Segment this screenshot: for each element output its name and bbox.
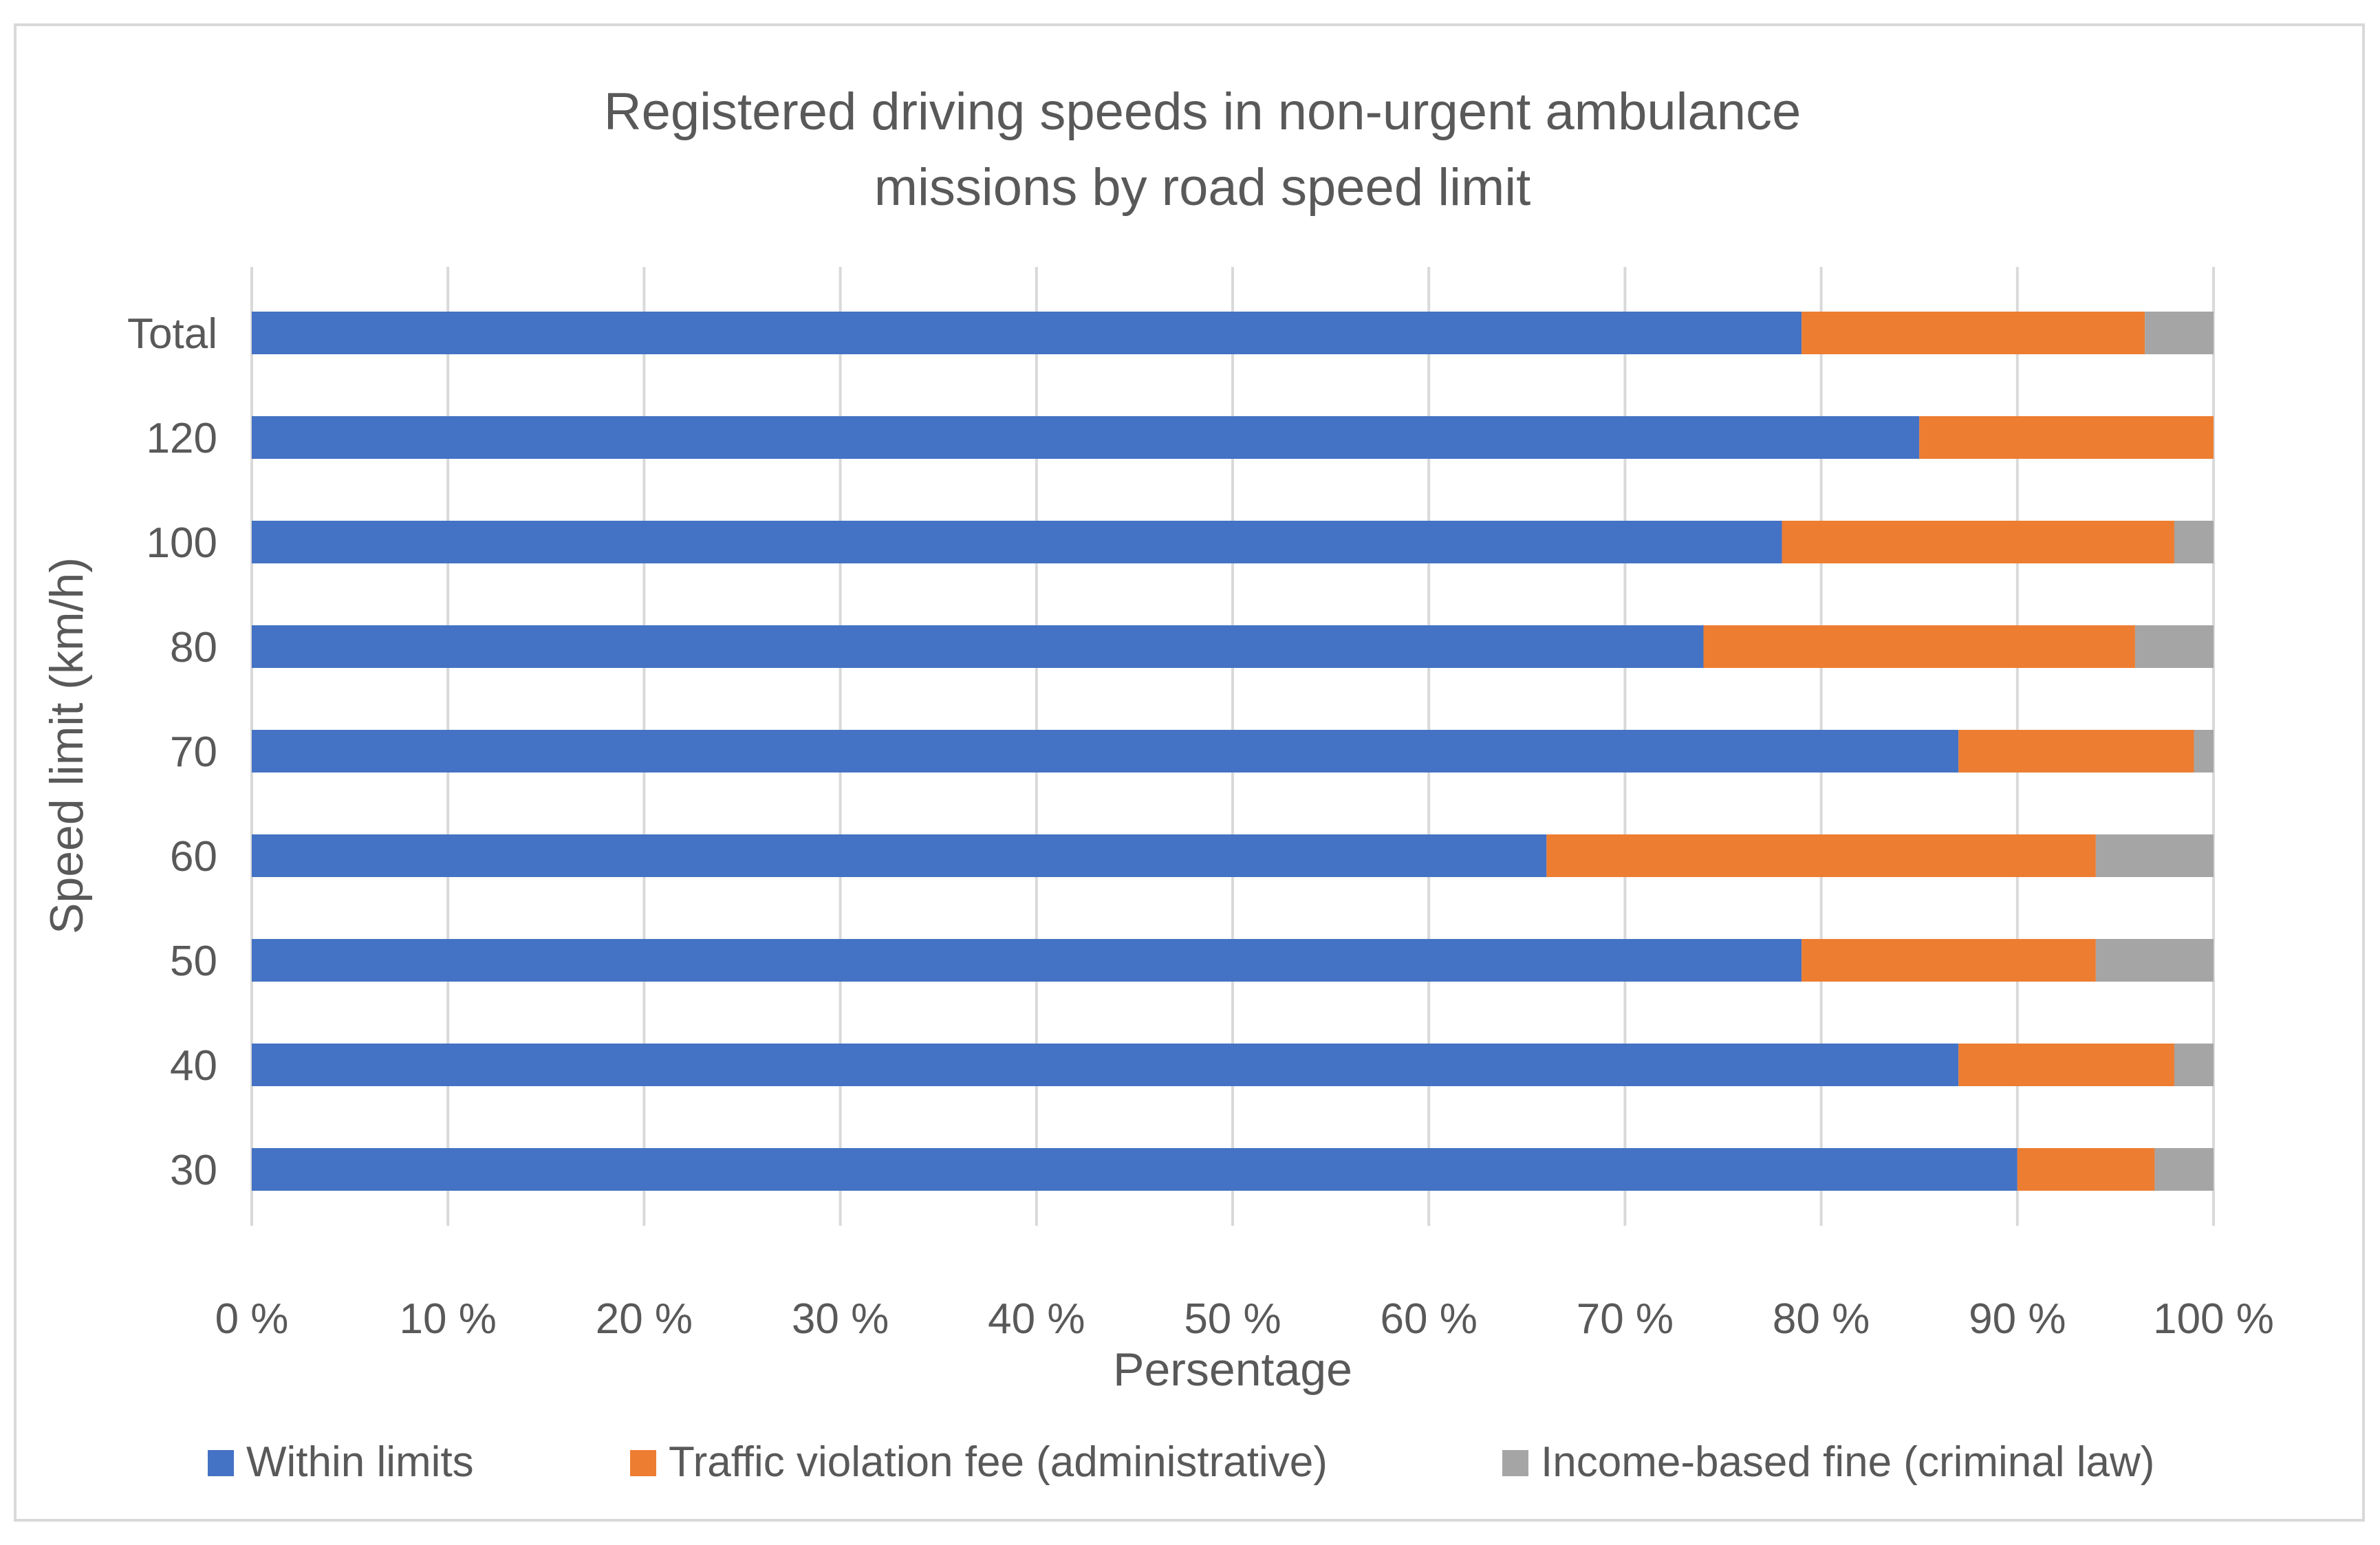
bar-segment xyxy=(252,1044,1959,1086)
chart-title: Registered driving speeds in non-urgent … xyxy=(604,83,1802,217)
x-tick-label: 0 % xyxy=(215,1295,289,1343)
bar-segment xyxy=(1703,625,2135,668)
legend: Within limits Traffic violation fee (admi… xyxy=(208,1438,2154,1486)
bar-segment xyxy=(2194,730,2214,772)
bar-segment xyxy=(2174,521,2214,563)
legend-item: Within limits xyxy=(208,1438,474,1486)
legend-label: Traffic violation fee (administrative) xyxy=(669,1438,1328,1486)
legend-swatch xyxy=(630,1450,656,1476)
bar-segment xyxy=(1802,312,2145,354)
legend-swatch xyxy=(1502,1450,1528,1476)
y-tick-labels: Total 120 100 80 70 60 50 40 30 xyxy=(127,310,217,1194)
y-tick-label: 40 xyxy=(170,1042,217,1090)
bar-segment xyxy=(2095,939,2214,982)
legend-label: Within limits xyxy=(246,1438,474,1486)
chart-title-line-1: Registered driving speeds in non-urgent … xyxy=(604,83,1802,141)
bar-segment xyxy=(252,625,1704,668)
stacked-bar-chart: Registered driving speeds in non-urgent … xyxy=(41,83,2274,1486)
bar-segment xyxy=(1919,416,2214,459)
bar-segment xyxy=(1958,730,2194,772)
x-tick-label: 60 % xyxy=(1381,1295,1478,1343)
legend-item: Traffic violation fee (administrative) xyxy=(630,1438,1328,1486)
y-tick-label: 50 xyxy=(170,938,217,985)
bar-segment xyxy=(2145,312,2214,354)
bar-segment xyxy=(252,730,1959,772)
bar-segment xyxy=(252,1148,2017,1191)
bar-segment xyxy=(252,834,1547,877)
bar-segment xyxy=(1802,939,2096,982)
x-tick-label: 90 % xyxy=(1969,1295,2066,1343)
y-tick-label: 60 xyxy=(170,833,217,880)
x-tick-label: 100 % xyxy=(2153,1295,2274,1343)
bar-segment xyxy=(1782,521,2174,563)
bars xyxy=(252,312,2214,1191)
bar-segment xyxy=(252,521,1782,563)
y-tick-label: 80 xyxy=(170,624,217,671)
x-tick-label: 50 % xyxy=(1184,1295,1281,1343)
bar-segment xyxy=(2134,625,2214,668)
x-tick-label: 20 % xyxy=(596,1295,693,1343)
y-tick-label: 120 xyxy=(147,415,217,462)
bar-segment xyxy=(252,312,1802,354)
bar-segment xyxy=(2154,1148,2214,1191)
bar-segment xyxy=(252,939,1802,982)
legend-swatch xyxy=(208,1450,234,1476)
bar-segment xyxy=(252,416,1920,459)
x-tick-label: 80 % xyxy=(1773,1295,1870,1343)
x-axis-title: Persentage xyxy=(1113,1343,1352,1396)
y-tick-label: 70 xyxy=(170,728,217,776)
bar-segment xyxy=(2017,1148,2155,1191)
x-tick-label: 70 % xyxy=(1577,1295,1674,1343)
bar-segment xyxy=(2095,834,2214,877)
x-tick-label: 30 % xyxy=(792,1295,889,1343)
legend-item: Income-based fine (criminal law) xyxy=(1502,1438,2154,1486)
chart-frame: Registered driving speeds in non-urgent … xyxy=(14,23,2365,1522)
y-axis-title: Speed limit (km/h) xyxy=(41,557,93,934)
x-tick-label: 10 % xyxy=(400,1295,497,1343)
bar-segment xyxy=(2174,1044,2214,1086)
y-tick-label: 100 xyxy=(147,519,217,567)
y-tick-label: 30 xyxy=(170,1147,217,1194)
x-tick-label: 40 % xyxy=(988,1295,1085,1343)
legend-label: Income-based fine (criminal law) xyxy=(1541,1438,2154,1486)
chart-title-line-2: missions by road speed limit xyxy=(874,158,1531,217)
bar-segment xyxy=(1546,834,2096,877)
y-tick-label: Total xyxy=(127,310,217,358)
bar-segment xyxy=(1958,1044,2174,1086)
x-tick-labels: 0 % 10 % 20 % 30 % 40 % 50 % 60 % 70 % 80 % 90 % 1… xyxy=(215,1295,2274,1343)
